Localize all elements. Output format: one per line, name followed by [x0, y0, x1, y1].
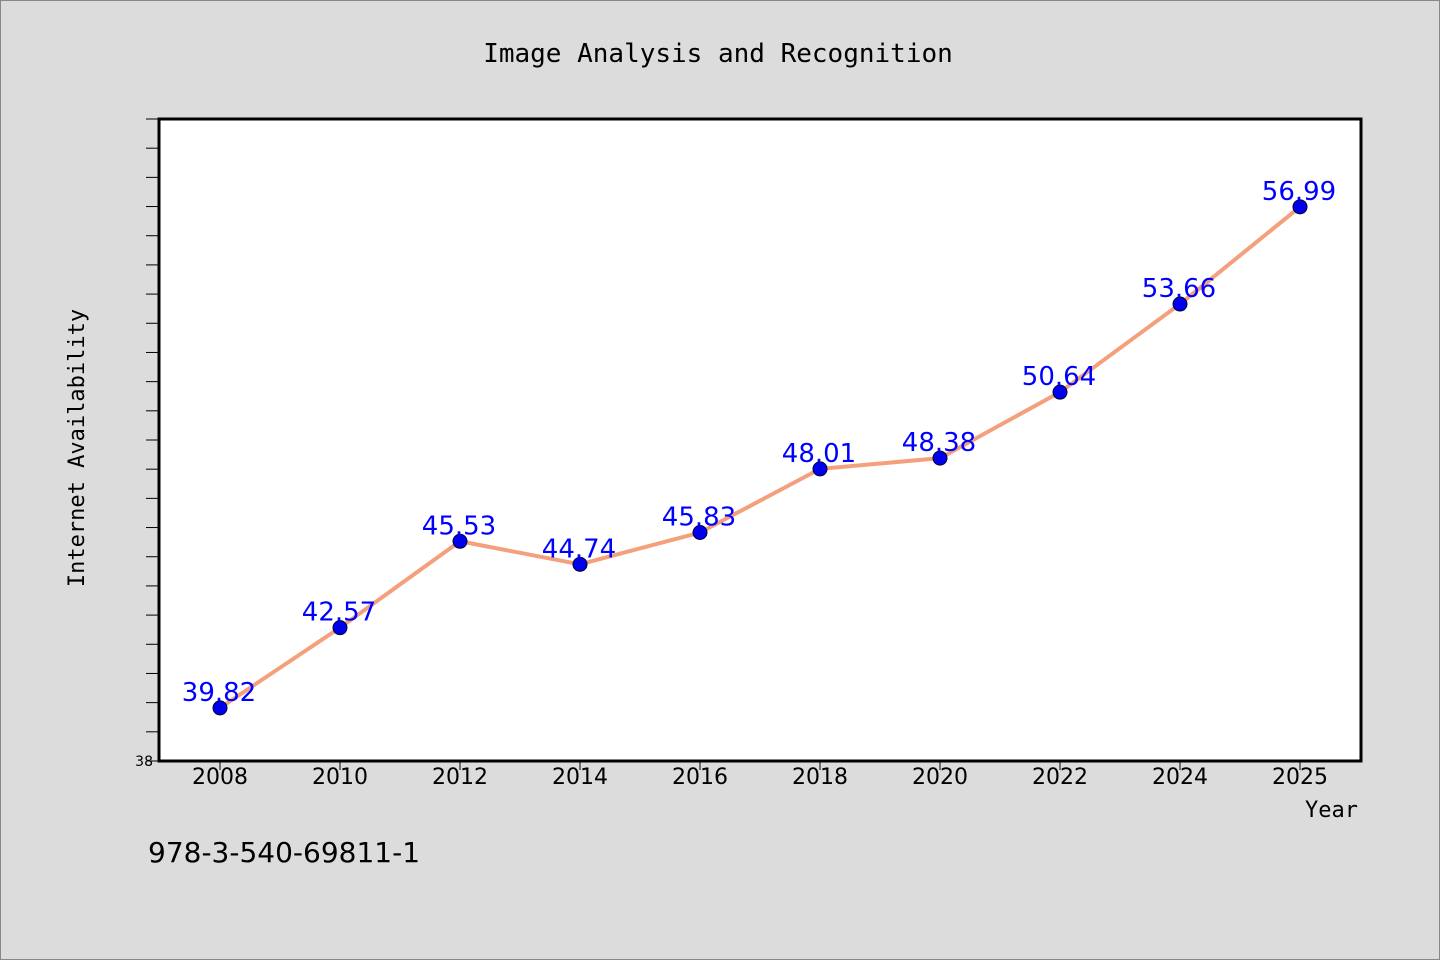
chart-title: Image Analysis and Recognition [483, 39, 953, 69]
series-line [218, 205, 1302, 710]
series-markers [212, 199, 1308, 716]
data-point-marker [1292, 199, 1308, 215]
x-tick-label: 2025 [1272, 765, 1328, 790]
data-label: 45.83 [662, 503, 736, 533]
y-axis-label: Internet Availability [65, 309, 90, 587]
x-tick-label: 2010 [312, 765, 368, 790]
y-axis-tick-labels: 38 [135, 754, 153, 770]
data-label: 53.66 [1142, 274, 1216, 304]
data-point-marker [572, 556, 588, 572]
x-axis-label: Year [1305, 798, 1358, 823]
data-point-marker [1172, 296, 1188, 312]
data-label: 48.01 [782, 439, 856, 469]
data-label: 44.74 [542, 534, 616, 564]
data-point-marker [812, 461, 828, 477]
x-tick-label: 2024 [1152, 765, 1208, 790]
data-label: 48.38 [902, 428, 976, 458]
data-label: 39.82 [182, 678, 256, 708]
isbn-footnote: 978-3-540-69811-1 [148, 836, 420, 869]
x-axis-tick-labels: 2008 2010 2012 2014 2016 2018 2020 2022 2024 2025 [192, 765, 1328, 790]
data-label: 45.53 [422, 511, 496, 541]
data-label: 42.57 [302, 598, 376, 628]
x-axis-ticks [219, 761, 1301, 770]
y-tick-label: 38 [135, 754, 153, 770]
plot-area [157, 117, 1363, 763]
x-tick-label: 2022 [1032, 765, 1088, 790]
x-tick-label: 2016 [672, 765, 728, 790]
series-line-group [218, 205, 1302, 710]
data-point-marker [932, 450, 948, 466]
x-tick-label: 2008 [192, 765, 248, 790]
data-point-marker [332, 620, 348, 636]
data-label: 56.99 [1262, 177, 1336, 207]
data-label: 50.64 [1022, 362, 1096, 392]
x-tick-label: 2020 [912, 765, 968, 790]
y-axis-minor-ticks [146, 118, 159, 762]
x-tick-label: 2018 [792, 765, 848, 790]
data-point-marker [692, 525, 708, 541]
data-point-marker [452, 533, 468, 549]
data-point-marker [212, 700, 228, 716]
data-labels: 39.82 42.57 45.53 44.74 45.83 48.01 48.38 50.64… [182, 177, 1336, 708]
x-tick-label: 2014 [552, 765, 608, 790]
data-point-marker [1052, 384, 1068, 400]
x-tick-label: 2012 [432, 765, 488, 790]
